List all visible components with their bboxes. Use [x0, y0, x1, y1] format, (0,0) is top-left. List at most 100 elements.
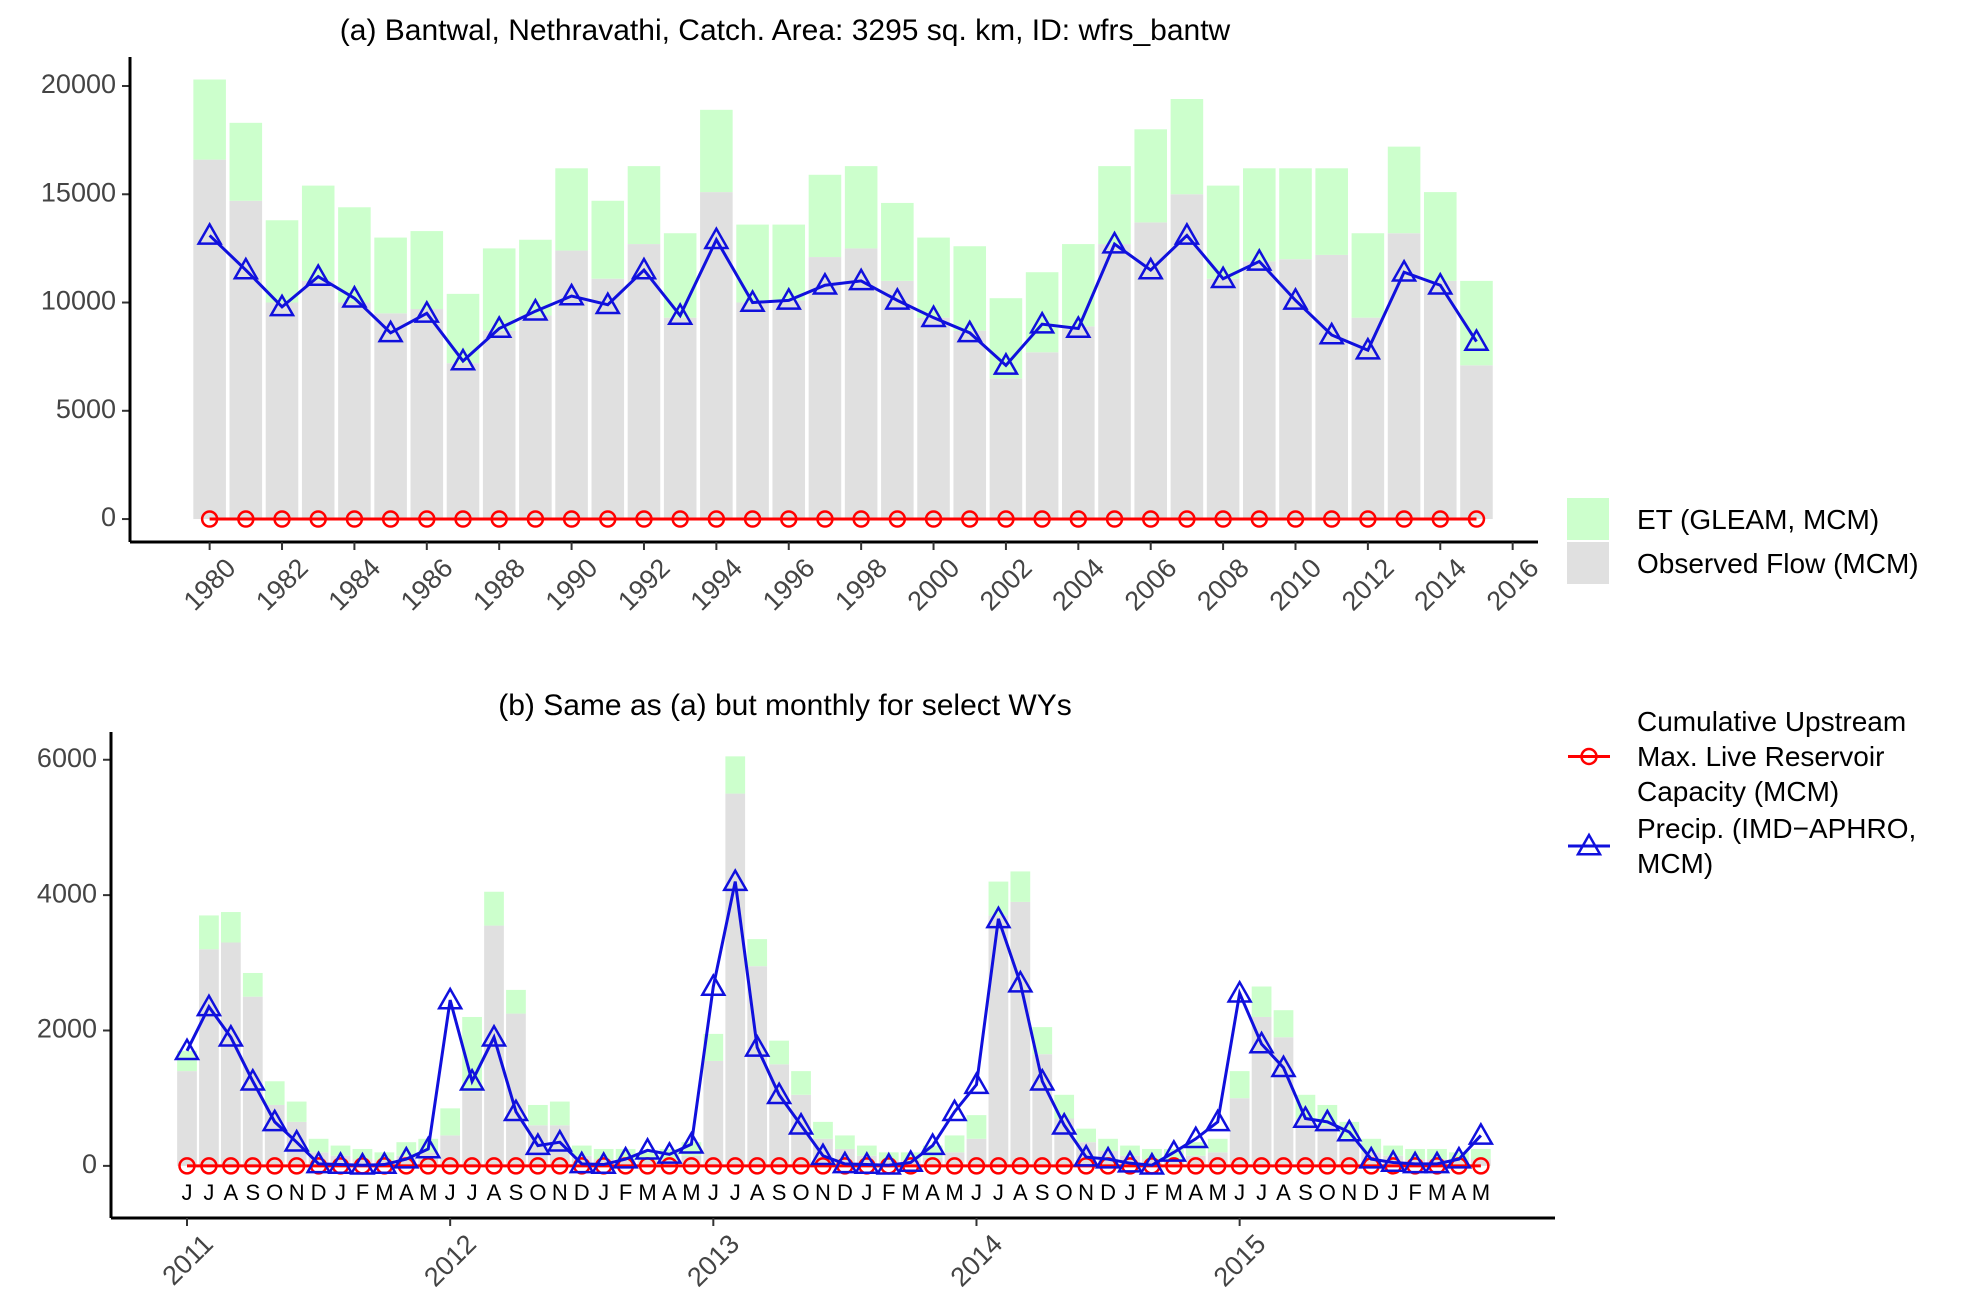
y-tick-label: 4000	[37, 878, 97, 908]
month-label: D	[837, 1180, 853, 1205]
triangle-marker	[847, 267, 875, 291]
y-tick-label: 0	[101, 502, 116, 532]
x-tick-label: 1998	[829, 553, 893, 617]
x-tick-label: 2008	[1191, 553, 1255, 617]
bar	[627, 244, 661, 520]
circle-marker	[529, 1157, 547, 1175]
bar	[878, 1160, 899, 1166]
month-label: D	[574, 1180, 590, 1205]
bar	[1243, 261, 1276, 520]
triangle-marker	[486, 314, 513, 339]
bar	[177, 1071, 197, 1166]
triangle-marker	[1007, 969, 1034, 993]
bar	[410, 309, 444, 520]
month-label: J	[708, 1180, 719, 1205]
month-label: S	[1298, 1180, 1313, 1205]
triangle-marker	[1401, 1150, 1429, 1174]
bar	[1062, 244, 1095, 327]
bar	[555, 250, 588, 520]
bar	[1185, 1142, 1206, 1156]
circle-marker	[1105, 510, 1124, 528]
bar	[881, 280, 914, 520]
bar	[519, 239, 552, 316]
triangle-marker	[1445, 1145, 1473, 1169]
triangle-marker	[1226, 979, 1253, 1003]
triangle-marker	[1173, 221, 1201, 245]
triangle-marker	[268, 293, 296, 317]
chart-title: (b) Same as (a) but monthly for select W…	[498, 689, 1072, 722]
bar	[881, 202, 914, 281]
circle-marker	[381, 510, 400, 528]
bar	[549, 1125, 570, 1166]
triangle-marker	[558, 282, 585, 306]
triangle-marker	[458, 1067, 486, 1091]
bar	[264, 1081, 285, 1105]
bar	[1207, 1138, 1228, 1153]
bar	[264, 1104, 285, 1166]
bar	[446, 363, 480, 520]
triangle-marker	[1248, 1030, 1275, 1054]
circle-marker	[945, 1157, 964, 1175]
bar	[506, 989, 526, 1014]
bar	[615, 1160, 636, 1166]
bar	[1206, 278, 1240, 520]
triangle-marker	[1160, 1138, 1188, 1162]
month-label: N	[815, 1180, 831, 1205]
bar	[1460, 365, 1493, 520]
bar	[1339, 1121, 1360, 1139]
circle-marker	[1141, 510, 1160, 528]
bar	[330, 1155, 351, 1166]
bar	[769, 1064, 789, 1166]
circle-marker	[1318, 1157, 1337, 1175]
circle-marker	[707, 510, 726, 528]
triangle-marker	[594, 291, 621, 315]
bar	[220, 912, 241, 943]
bar	[791, 1094, 811, 1166]
month-label: J	[971, 1180, 982, 1205]
bar	[1315, 168, 1348, 255]
bar	[484, 891, 504, 926]
circle-marker	[309, 510, 327, 528]
triangle-marker	[831, 1150, 859, 1174]
bar	[396, 1155, 417, 1166]
triangle-marker	[1467, 1121, 1495, 1145]
triangle-marker	[522, 297, 549, 321]
circle-marker	[562, 510, 581, 528]
triangle-marker	[811, 271, 839, 295]
triangle-marker	[590, 1151, 617, 1175]
bar	[953, 246, 987, 331]
bar	[747, 939, 768, 967]
triangle-marker	[195, 993, 223, 1017]
bar	[1449, 1152, 1469, 1161]
triangle-marker	[327, 1151, 354, 1175]
bar	[703, 1033, 724, 1061]
bar	[769, 1040, 789, 1065]
bar	[900, 1152, 921, 1161]
triangle-marker	[196, 221, 223, 245]
triangle-marker	[524, 1132, 552, 1156]
month-label: A	[1188, 1180, 1203, 1205]
month-label: A	[1452, 1180, 1467, 1205]
month-label: J	[1256, 1180, 1267, 1205]
circle-marker	[1359, 510, 1377, 528]
x-tick-label: 2015	[1208, 1229, 1272, 1293]
legend-label: Cumulative Upstream Max. Live Reservoir …	[1637, 706, 1907, 807]
bar	[844, 248, 878, 520]
bar	[988, 881, 1009, 916]
triangle-marker	[1182, 1125, 1209, 1149]
bar	[1185, 1155, 1206, 1166]
month-label: S	[509, 1180, 524, 1205]
bar	[700, 109, 733, 193]
circle-marker	[1033, 1157, 1052, 1175]
bar	[193, 159, 226, 520]
triangle-marker	[1209, 265, 1237, 289]
triangle-marker	[1427, 271, 1454, 295]
circle-marker	[1069, 510, 1088, 528]
month-label: J	[993, 1180, 1004, 1205]
circle-marker	[1252, 1157, 1271, 1175]
triangle-marker	[415, 1135, 442, 1159]
circle-marker	[770, 1157, 788, 1175]
month-label: A	[1276, 1180, 1291, 1205]
bar	[736, 302, 769, 520]
